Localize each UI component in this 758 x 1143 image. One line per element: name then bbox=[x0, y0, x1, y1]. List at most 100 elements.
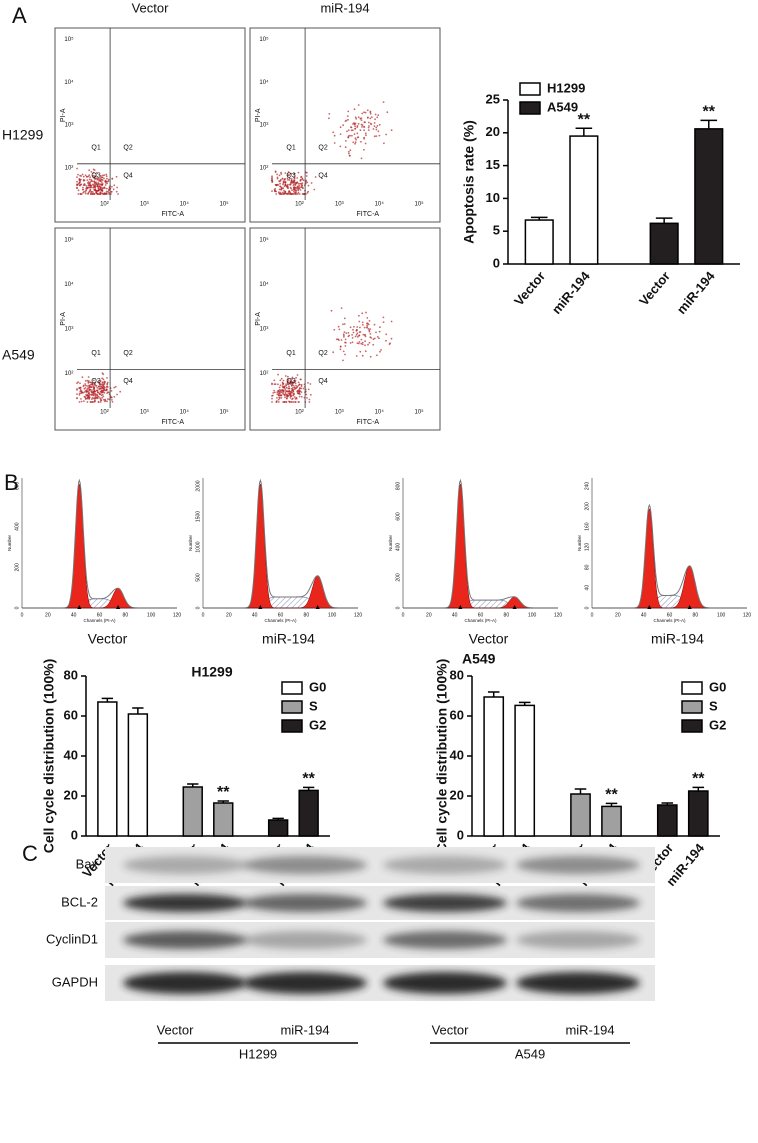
flow-event bbox=[342, 359, 344, 362]
flow-event bbox=[361, 112, 364, 115]
flow-event bbox=[363, 126, 366, 128]
flow-event bbox=[287, 171, 290, 173]
flow-event bbox=[285, 393, 287, 395]
flow-event bbox=[87, 175, 90, 178]
flow-event bbox=[353, 133, 356, 136]
x-tick-label: 20 bbox=[226, 612, 232, 618]
peak-marker bbox=[116, 605, 121, 609]
flow-event bbox=[87, 193, 89, 195]
x-tick-label: 10⁴ bbox=[375, 409, 385, 416]
flow-event bbox=[90, 186, 93, 189]
flow-event bbox=[374, 113, 377, 116]
flow-event bbox=[363, 326, 366, 329]
bar bbox=[213, 802, 234, 837]
bar bbox=[483, 696, 505, 837]
flow-event bbox=[352, 331, 355, 334]
x-tick-label: 10⁴ bbox=[180, 409, 190, 416]
bar bbox=[267, 819, 289, 837]
legend-swatch bbox=[281, 719, 303, 733]
flow-event bbox=[277, 398, 280, 401]
flow-event bbox=[86, 179, 89, 182]
flow-event bbox=[301, 177, 304, 180]
flow-event bbox=[354, 127, 356, 130]
x-tick-label: 10⁴ bbox=[375, 201, 385, 208]
flow-event bbox=[286, 397, 288, 399]
flow-event bbox=[84, 390, 87, 392]
flow-event bbox=[277, 401, 280, 403]
flow-event bbox=[113, 395, 116, 398]
flow-event bbox=[277, 373, 279, 376]
flow-event bbox=[333, 328, 336, 331]
flow-event bbox=[101, 179, 104, 182]
flow-event bbox=[99, 397, 101, 399]
x-axis-label: FITC-A bbox=[357, 419, 380, 426]
flow-event bbox=[301, 193, 304, 195]
flow-event bbox=[367, 129, 370, 132]
flow-event bbox=[295, 397, 298, 400]
flow-event bbox=[360, 140, 362, 143]
flow-event bbox=[87, 181, 90, 183]
protein-label: Bax bbox=[76, 856, 99, 871]
x-axis-label: Channels (PI-A) bbox=[464, 618, 497, 623]
y-tick-label: 80 bbox=[64, 667, 78, 682]
flow-event bbox=[298, 390, 300, 393]
blot-band bbox=[123, 856, 247, 874]
flow-event bbox=[338, 339, 340, 341]
flow-event bbox=[91, 398, 93, 400]
flow-event bbox=[90, 191, 92, 194]
flow-event bbox=[345, 332, 348, 334]
flow-event bbox=[307, 190, 309, 193]
flow-event bbox=[284, 181, 287, 184]
s-phase-area bbox=[203, 596, 358, 609]
flow-event bbox=[364, 350, 367, 353]
y-axis-label: PI-A bbox=[60, 312, 67, 326]
blot-band bbox=[123, 972, 247, 994]
flow-event bbox=[84, 398, 87, 400]
flow-event bbox=[284, 388, 287, 390]
flow-event bbox=[271, 177, 273, 180]
flow-event bbox=[363, 121, 366, 124]
y-tick-label: 10⁴ bbox=[64, 79, 74, 86]
flow-event bbox=[390, 337, 393, 340]
flow-event bbox=[291, 377, 293, 380]
flow-event bbox=[366, 117, 369, 119]
flow-event bbox=[110, 390, 113, 392]
flow-event bbox=[385, 333, 388, 336]
flow-event bbox=[119, 390, 122, 393]
flow-event bbox=[110, 190, 113, 193]
flow-event bbox=[292, 390, 295, 393]
flow-event bbox=[77, 193, 80, 195]
flow-event bbox=[106, 377, 108, 379]
bar bbox=[649, 222, 679, 265]
flow-event bbox=[369, 333, 372, 335]
flow-event bbox=[288, 190, 290, 193]
flow-event bbox=[93, 383, 96, 386]
legend-label: G2 bbox=[709, 717, 726, 732]
flow-event bbox=[94, 400, 96, 403]
flow-event bbox=[276, 391, 279, 394]
flow-event bbox=[93, 182, 96, 185]
flow-event bbox=[271, 179, 273, 181]
flow-event bbox=[78, 387, 80, 389]
flow-event bbox=[93, 193, 95, 195]
flow-event bbox=[93, 176, 96, 179]
flow-event bbox=[293, 178, 296, 181]
flow-event bbox=[356, 335, 359, 338]
flow-event bbox=[89, 176, 92, 179]
flow-event bbox=[297, 381, 300, 384]
flow-event bbox=[88, 178, 91, 181]
flow-event bbox=[100, 399, 102, 402]
flow-event bbox=[363, 148, 365, 151]
flow-event bbox=[375, 135, 378, 138]
y-tick-label: 600 bbox=[14, 482, 20, 491]
flow-event bbox=[94, 393, 97, 396]
flow-event bbox=[93, 390, 95, 393]
x-tick-label: 10⁵ bbox=[415, 201, 425, 208]
flow-event bbox=[339, 348, 342, 351]
flow-event bbox=[351, 334, 353, 336]
y-tick-label: 800 bbox=[395, 482, 401, 491]
flow-event bbox=[343, 331, 346, 333]
flow-event bbox=[97, 395, 100, 398]
y-axis-label: PI-A bbox=[255, 108, 262, 122]
x-tick-label: 20 bbox=[426, 612, 432, 618]
